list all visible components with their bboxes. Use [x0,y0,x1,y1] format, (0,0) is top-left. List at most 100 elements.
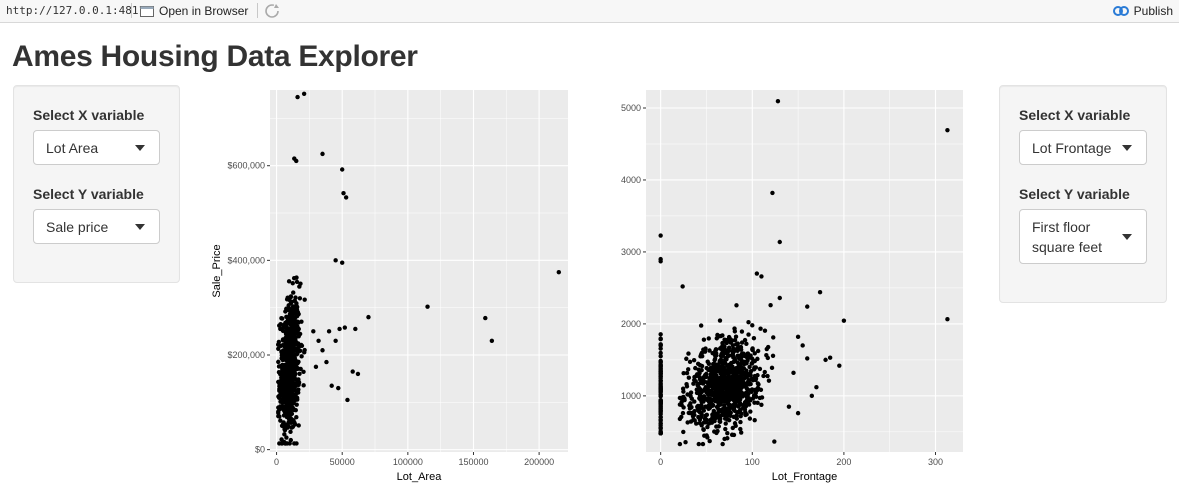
y-axis-title: Sale_Price [211,244,223,297]
data-point [726,418,732,423]
data-point [287,384,292,389]
data-point [761,373,766,379]
data-point [294,279,300,285]
chevron-down-icon [1122,144,1132,151]
data-point [699,363,705,369]
refresh-icon[interactable] [264,3,280,19]
x-tick-label: 300 [928,457,943,467]
data-point [746,377,751,383]
data-point [734,303,739,308]
data-point [709,378,714,383]
data-point [277,323,282,328]
data-point [748,409,753,414]
data-point [769,365,775,371]
data-point [296,423,301,428]
address-url[interactable]: http://127.0.0.1:4811 [6,4,146,17]
data-point [724,410,729,416]
data-point [658,360,663,365]
right-y-variable-select[interactable]: First floor square feet [1019,209,1147,264]
data-point [730,353,736,358]
data-point [786,404,792,409]
data-point [276,410,281,416]
data-point [302,350,307,355]
data-point [771,335,776,340]
data-point [745,396,750,402]
data-point [658,401,663,407]
data-point [277,382,282,387]
open-in-browser-label: Open in Browser [159,4,249,18]
data-point [286,358,291,364]
data-point [294,275,299,280]
left-y-variable-select[interactable]: Sale price [33,209,160,244]
toolbar-divider [257,3,258,18]
data-point [841,318,847,323]
data-point [758,326,763,331]
publish-label: Publish [1133,4,1173,18]
data-point [712,362,718,367]
data-point [698,380,703,386]
data-point [736,388,741,393]
data-point [288,379,293,385]
y-tick-label: 2000 [621,319,641,329]
data-point [723,339,728,344]
data-point [320,348,325,353]
data-point [700,441,706,447]
data-point [700,406,705,411]
open-in-browser-button[interactable]: Open in Browser [140,3,248,19]
data-point [297,296,303,301]
data-point [772,439,777,444]
data-point [733,401,738,406]
data-point [333,258,338,263]
data-point [658,381,663,387]
data-point [764,353,769,358]
data-point [289,343,294,348]
data-point [752,417,757,423]
data-point [716,393,721,398]
data-point [777,295,782,301]
data-point [704,412,710,418]
data-point [738,373,744,378]
data-point [695,361,701,367]
data-point [705,424,710,430]
data-point [739,391,745,396]
data-point [732,367,738,373]
data-point [696,441,701,447]
data-point [723,383,728,389]
data-point [738,426,743,432]
data-point [658,426,663,431]
data-point [710,402,716,408]
data-point [287,404,293,409]
data-point [337,326,342,332]
data-point [688,419,694,424]
data-point [755,373,760,378]
data-point [329,383,334,388]
data-point [283,386,289,391]
data-point [827,355,833,360]
data-point [483,315,488,321]
data-point [692,399,697,404]
data-point [292,298,297,304]
data-point [747,355,752,360]
data-point [707,405,713,410]
data-point [355,371,361,377]
data-point [696,367,701,372]
data-point [755,356,760,362]
publish-button[interactable]: Publish [1112,3,1173,19]
data-point [722,357,728,362]
data-point [715,387,720,392]
x-tick-label: 0 [274,457,279,467]
left-x-variable-select[interactable]: Lot Area [33,130,160,165]
data-point [755,400,760,405]
data-point [698,414,704,420]
data-point [658,336,663,341]
data-point [292,373,297,378]
data-point [287,369,293,375]
data-point [658,386,663,391]
data-point [299,354,304,359]
data-point [726,334,732,340]
data-point [556,269,562,275]
right-x-variable-select[interactable]: Lot Frontage [1019,130,1147,165]
y-tick-label: $400,000 [227,255,265,265]
data-point [694,421,699,426]
data-point [719,375,725,381]
